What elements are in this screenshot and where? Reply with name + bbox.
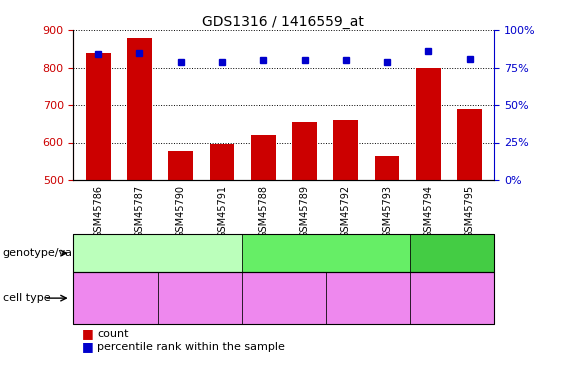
Text: megakaryocyte
progenitor: megakaryocyte progenitor [164,288,235,308]
Text: genotype/variation: genotype/variation [3,248,109,258]
Text: ■: ■ [82,327,94,340]
Text: megakaryocyte
progenitor: megakaryocyte progenitor [333,288,403,308]
Text: GDS1316 / 1416559_at: GDS1316 / 1416559_at [202,15,363,29]
Bar [375,156,399,180]
Text: GATA-1deltaNeod
eltaHS mutant: GATA-1deltaNeod eltaHS mutant [410,242,494,264]
Text: megakaryocyte: megakaryocyte [417,294,488,303]
Bar [210,144,234,180]
Text: cell type: cell type [3,293,50,303]
Bar [292,122,317,180]
Bar [457,109,482,180]
Text: megakaryocyte: megakaryocyte [80,294,151,303]
Bar [86,53,111,180]
Text: megakaryocyte: megakaryocyte [249,294,319,303]
Bar [416,68,441,180]
Text: count: count [97,329,129,339]
Bar [251,135,276,180]
Bar [168,151,193,180]
Text: wild type: wild type [136,248,180,258]
Bar [127,38,152,180]
Text: percentile rank within the sample: percentile rank within the sample [97,342,285,352]
Text: GATA-1deltaN mutant: GATA-1deltaN mutant [273,248,379,258]
Text: ■: ■ [82,340,94,353]
Bar [333,120,358,180]
